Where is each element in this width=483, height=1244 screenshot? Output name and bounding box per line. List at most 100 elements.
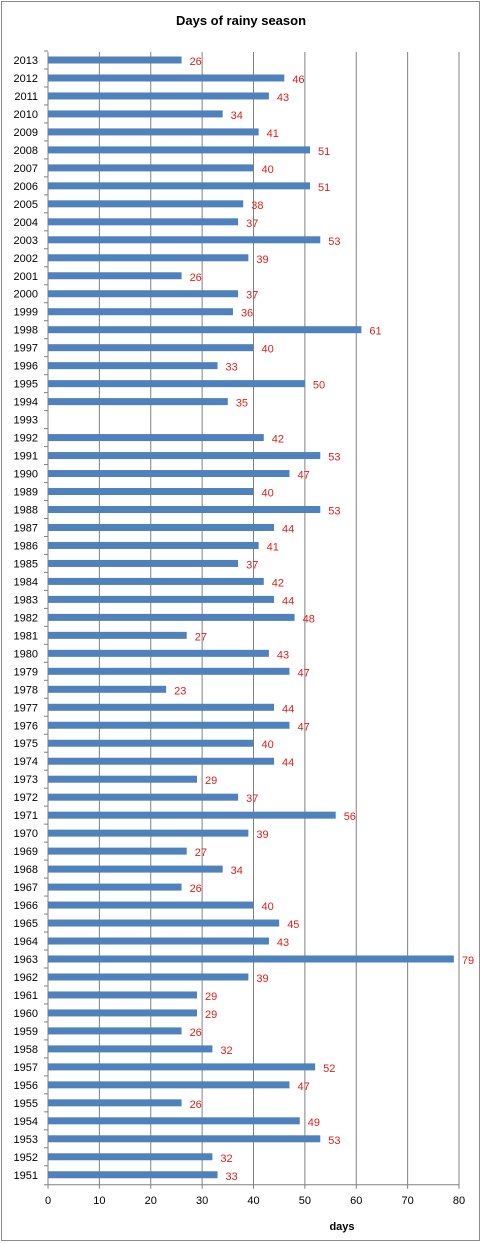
category-label-1988: 1988 bbox=[14, 505, 38, 517]
bar-1996 bbox=[48, 362, 218, 370]
data-label-2005: 38 bbox=[251, 200, 263, 212]
data-label-1962: 39 bbox=[256, 973, 268, 985]
data-label-1979: 47 bbox=[297, 667, 309, 679]
bar-1976 bbox=[48, 721, 290, 729]
data-label-1957: 52 bbox=[323, 1063, 335, 1075]
category-label-1976: 1976 bbox=[14, 720, 38, 732]
bar-2013 bbox=[48, 56, 182, 64]
category-label-1977: 1977 bbox=[14, 702, 38, 714]
data-label-1998: 61 bbox=[369, 326, 381, 338]
bar-1975 bbox=[48, 739, 254, 747]
category-label-1980: 1980 bbox=[14, 648, 38, 660]
bar-1956 bbox=[48, 1081, 290, 1089]
bar-1999 bbox=[48, 308, 233, 316]
bar-1985 bbox=[48, 559, 239, 567]
category-label-1996: 1996 bbox=[14, 361, 38, 373]
category-label-1966: 1966 bbox=[14, 900, 38, 912]
data-label-1959: 26 bbox=[190, 1027, 202, 1039]
data-label-1977: 44 bbox=[282, 703, 294, 715]
bar-2003 bbox=[48, 236, 321, 244]
category-label-1984: 1984 bbox=[14, 576, 38, 588]
x-tick-label-0: 0 bbox=[45, 1195, 51, 1207]
bar-1995 bbox=[48, 380, 305, 388]
data-label-1992: 42 bbox=[272, 434, 284, 446]
bar-1990 bbox=[48, 470, 290, 478]
data-label-1987: 44 bbox=[282, 523, 294, 535]
category-label-1991: 1991 bbox=[14, 451, 38, 463]
category-label-1956: 1956 bbox=[14, 1080, 38, 1092]
bar-1952 bbox=[48, 1153, 213, 1161]
bar-1964 bbox=[48, 937, 269, 945]
category-label-1963: 1963 bbox=[14, 954, 38, 966]
x-tick-label-5: 50 bbox=[299, 1195, 311, 1207]
bar-1960 bbox=[48, 1009, 197, 1017]
bar-1953 bbox=[48, 1135, 321, 1143]
x-axis-label: days bbox=[329, 1221, 354, 1233]
category-label-1979: 1979 bbox=[14, 666, 38, 678]
bar-1987 bbox=[48, 523, 275, 531]
category-label-1985: 1985 bbox=[14, 558, 38, 570]
bar-1954 bbox=[48, 1117, 300, 1125]
bar-1977 bbox=[48, 703, 275, 711]
bar-1963 bbox=[48, 955, 454, 963]
x-tick-label-6: 60 bbox=[350, 1195, 362, 1207]
data-label-2013: 26 bbox=[190, 56, 202, 68]
category-label-1961: 1961 bbox=[14, 990, 38, 1002]
data-label-2000: 37 bbox=[246, 290, 258, 302]
data-label-1976: 47 bbox=[297, 721, 309, 733]
category-label-1994: 1994 bbox=[14, 397, 38, 409]
bar-1955 bbox=[48, 1099, 182, 1107]
bar-1969 bbox=[48, 847, 187, 855]
data-label-1985: 37 bbox=[246, 559, 258, 571]
category-label-1987: 1987 bbox=[14, 522, 38, 534]
data-label-1986: 41 bbox=[267, 541, 279, 553]
category-label-1968: 1968 bbox=[14, 864, 38, 876]
category-label-1986: 1986 bbox=[14, 540, 38, 552]
data-label-1953: 53 bbox=[328, 1135, 340, 1147]
x-tick-label-4: 40 bbox=[247, 1195, 259, 1207]
bar-2008 bbox=[48, 146, 311, 154]
data-label-1991: 53 bbox=[328, 452, 340, 464]
bar-1980 bbox=[48, 649, 269, 657]
category-label-1969: 1969 bbox=[14, 846, 38, 858]
category-labels: 2013 2012 2011 2010 2009 2008 2007 2006 2005 2004… bbox=[14, 50, 48, 1186]
data-label-2004: 37 bbox=[246, 218, 258, 230]
category-label-1964: 1964 bbox=[14, 936, 38, 948]
category-label-1972: 1972 bbox=[14, 792, 38, 804]
bar-1968 bbox=[48, 865, 223, 873]
bar-2012 bbox=[48, 74, 285, 82]
data-label-2012: 46 bbox=[292, 74, 304, 86]
data-label-1968: 34 bbox=[231, 865, 243, 877]
bar-1978 bbox=[48, 685, 167, 693]
category-label-1958: 1958 bbox=[14, 1044, 38, 1056]
category-label-1983: 1983 bbox=[14, 594, 38, 606]
bar-1984 bbox=[48, 577, 264, 585]
data-label-1958: 32 bbox=[220, 1045, 232, 1057]
data-label-1972: 37 bbox=[246, 793, 258, 805]
category-label-2005: 2005 bbox=[14, 199, 38, 211]
bar-2000 bbox=[48, 290, 239, 298]
category-label-1982: 1982 bbox=[14, 612, 38, 624]
category-label-1974: 1974 bbox=[14, 756, 38, 768]
data-label-2006: 51 bbox=[318, 182, 330, 194]
category-label-1952: 1952 bbox=[14, 1152, 38, 1164]
data-label-1997: 40 bbox=[262, 344, 274, 356]
data-label-1965: 45 bbox=[287, 919, 299, 931]
category-label-2008: 2008 bbox=[14, 145, 38, 157]
data-label-1951: 33 bbox=[226, 1171, 238, 1183]
data-label-1952: 32 bbox=[220, 1153, 232, 1165]
bar-1982 bbox=[48, 613, 295, 621]
category-label-1967: 1967 bbox=[14, 882, 38, 894]
category-label-1992: 1992 bbox=[14, 433, 38, 445]
category-label-2003: 2003 bbox=[14, 235, 38, 247]
category-label-1981: 1981 bbox=[14, 630, 38, 642]
data-label-1980: 43 bbox=[277, 649, 289, 661]
bar-2002 bbox=[48, 254, 249, 262]
bar-1965 bbox=[48, 919, 280, 927]
data-label-1960: 29 bbox=[205, 1009, 217, 1021]
bar-1998 bbox=[48, 326, 362, 334]
x-tick-label-3: 30 bbox=[196, 1195, 208, 1207]
category-label-1997: 1997 bbox=[14, 343, 38, 355]
bar-1997 bbox=[48, 344, 254, 352]
